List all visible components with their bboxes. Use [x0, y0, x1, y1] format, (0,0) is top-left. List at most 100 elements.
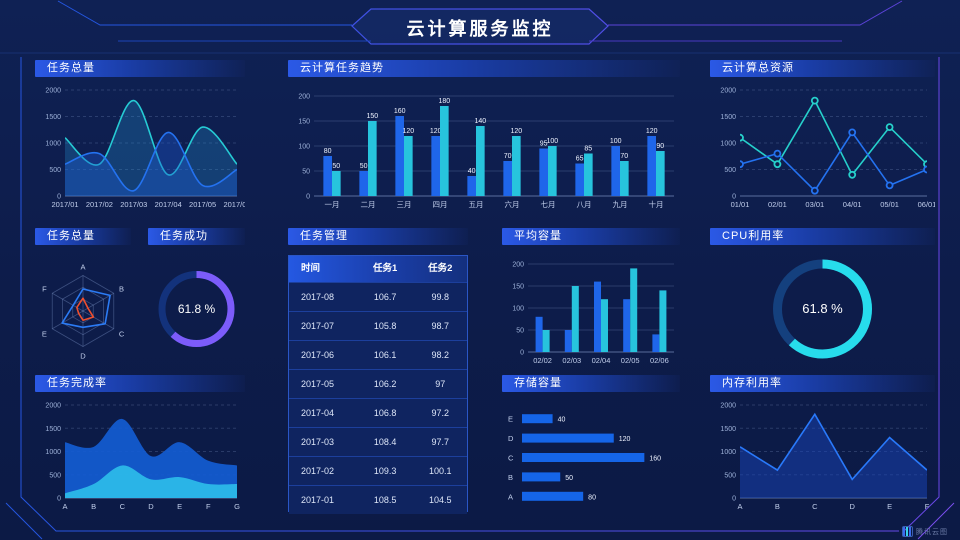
chart-task-trend-bars: 0 50 100 150 200 一月 二月 三月 四月 五月 六月 七月 八月 九月 十月 80 50 160 1…: [288, 82, 680, 212]
table-cell: 100.1: [429, 466, 452, 476]
svg-text:100: 100: [298, 144, 310, 151]
table-cell: 2017-02: [301, 466, 335, 476]
table-row: 2017-03 108.4 97.7: [289, 427, 467, 456]
svg-text:150: 150: [298, 119, 310, 126]
svg-text:85: 85: [584, 146, 592, 153]
svg-text:80: 80: [588, 494, 596, 501]
svg-text:2000: 2000: [720, 403, 736, 410]
svg-text:120: 120: [646, 128, 658, 135]
svg-text:06/01: 06/01: [918, 200, 935, 209]
svg-text:2017/04: 2017/04: [155, 200, 182, 209]
chart-completion-rate-area: 0 500 1000 1500 2000 A B C D E F G: [35, 397, 245, 514]
svg-text:61.8 %: 61.8 %: [802, 301, 843, 316]
table-cell: 2017-06: [301, 350, 335, 360]
svg-text:70: 70: [504, 153, 512, 160]
panel-title: 任务总量: [47, 230, 95, 242]
svg-text:03/01: 03/01: [805, 200, 824, 209]
table-row: 2017-06 106.1 98.2: [289, 340, 467, 369]
svg-text:十月: 十月: [649, 199, 664, 209]
chart-task-total-area: 0 500 1000 1500 2000 2017/01 2017/02 2017/03 201…: [35, 82, 250, 212]
svg-text:1000: 1000: [720, 141, 736, 148]
svg-text:C: C: [120, 502, 126, 511]
svg-text:150: 150: [512, 284, 524, 291]
svg-text:40: 40: [558, 417, 566, 424]
table-header-cell: 任务2: [428, 263, 453, 274]
svg-text:02/04: 02/04: [592, 356, 611, 365]
panel-memory-usage: 内存利用率 0 500 1000 1500 2000 A B C D E F: [710, 375, 935, 514]
svg-text:65: 65: [576, 156, 584, 163]
svg-text:2000: 2000: [720, 88, 736, 95]
svg-text:E: E: [42, 329, 47, 338]
svg-text:70: 70: [620, 153, 628, 160]
gauge-task-success: 61.8 %: [148, 250, 245, 368]
table-header-cell: 任务1: [372, 263, 398, 274]
table-row: 2017-04 106.8 97.2: [289, 398, 467, 427]
svg-text:40: 40: [468, 168, 476, 175]
panel-title: 任务总量: [47, 62, 95, 74]
svg-text:0: 0: [732, 194, 736, 201]
svg-text:E: E: [887, 502, 892, 511]
svg-text:二月: 二月: [361, 200, 376, 209]
svg-text:500: 500: [49, 167, 61, 174]
svg-text:B: B: [119, 285, 124, 294]
svg-text:61.8 %: 61.8 %: [178, 302, 216, 316]
panel-header: CPU利用率: [710, 228, 935, 245]
svg-text:0: 0: [520, 350, 524, 357]
table-cell: 2017-04: [301, 408, 335, 418]
panel-title: 内存利用率: [722, 377, 782, 389]
panel-title: CPU利用率: [722, 230, 785, 242]
panel-title: 云计算任务趋势: [300, 62, 384, 74]
svg-text:2000: 2000: [45, 403, 61, 410]
svg-text:1000: 1000: [45, 449, 61, 456]
panel-header: 云计算总资源: [710, 60, 935, 77]
panel-header: 任务总量: [35, 60, 245, 77]
tencent-yuntu-logo-icon: [902, 526, 913, 537]
panel-title: 云计算总资源: [722, 62, 794, 74]
svg-text:A: A: [737, 502, 742, 511]
svg-text:150: 150: [366, 113, 378, 120]
svg-text:2017/01: 2017/01: [51, 200, 78, 209]
svg-text:500: 500: [724, 167, 736, 174]
panel-header: 云计算任务趋势: [288, 60, 680, 77]
task-table-grid: 时间 任务1 任务2 2017-08 106.7 99.8 2017-07 105.8 98.7…: [288, 255, 468, 514]
svg-text:02/02: 02/02: [533, 356, 552, 365]
table-row: 2017-08 106.7 99.8: [289, 282, 467, 311]
panel-task-total-area: 任务总量 0 500 1000 1500 2000 2017/01 2017/02 2017/…: [35, 60, 251, 212]
panel-task-total-radar: 任务总量 A B C D E F: [35, 228, 131, 368]
svg-text:C: C: [119, 329, 125, 338]
svg-text:A: A: [62, 502, 67, 511]
table-header-cell: 时间: [301, 263, 321, 274]
svg-text:50: 50: [302, 169, 310, 176]
panel-total-resources: 云计算总资源 0 500 1000 1500 2000 01/01 02/01 03/01 04…: [710, 60, 936, 212]
svg-text:1000: 1000: [720, 449, 736, 456]
table-row: 2017-05 106.2 97: [289, 369, 467, 398]
table-cell: 109.3: [373, 466, 397, 476]
svg-text:02/05: 02/05: [621, 356, 640, 365]
svg-text:D: D: [849, 502, 855, 511]
table-cell: 104.5: [429, 495, 452, 505]
panel-title: 平均容量: [514, 230, 562, 242]
table-cell: 2017-01: [301, 495, 335, 505]
svg-text:1500: 1500: [720, 114, 736, 121]
svg-text:E: E: [508, 415, 513, 424]
svg-text:02/06: 02/06: [650, 356, 669, 365]
panel-header: 存储容量: [502, 375, 680, 392]
panel-task-trend: 云计算任务趋势 0 50 100 150 200 一月 二月 三月 四月 五月 六月 七月 八月 九月 十月…: [288, 60, 680, 212]
svg-text:2000: 2000: [45, 88, 61, 95]
svg-text:八月: 八月: [577, 200, 592, 209]
svg-text:一月: 一月: [325, 200, 340, 209]
svg-text:0: 0: [57, 194, 61, 201]
chart-avg-capacity-bars: 0 50 100 150 200 02/02 02/03 02/04 02/05 02/06: [502, 250, 680, 368]
svg-text:2017/03: 2017/03: [120, 200, 147, 209]
table-row: 2017-01 108.5 104.5: [289, 485, 467, 514]
svg-text:四月: 四月: [433, 200, 448, 209]
table-cell: 2017-07: [301, 321, 335, 331]
svg-text:120: 120: [430, 128, 442, 135]
table-header-row: 时间 任务1 任务2: [289, 256, 467, 282]
svg-text:1500: 1500: [720, 426, 736, 433]
svg-text:04/01: 04/01: [843, 200, 862, 209]
svg-text:100: 100: [610, 138, 622, 145]
svg-text:100: 100: [546, 138, 558, 145]
svg-text:F: F: [42, 285, 47, 294]
